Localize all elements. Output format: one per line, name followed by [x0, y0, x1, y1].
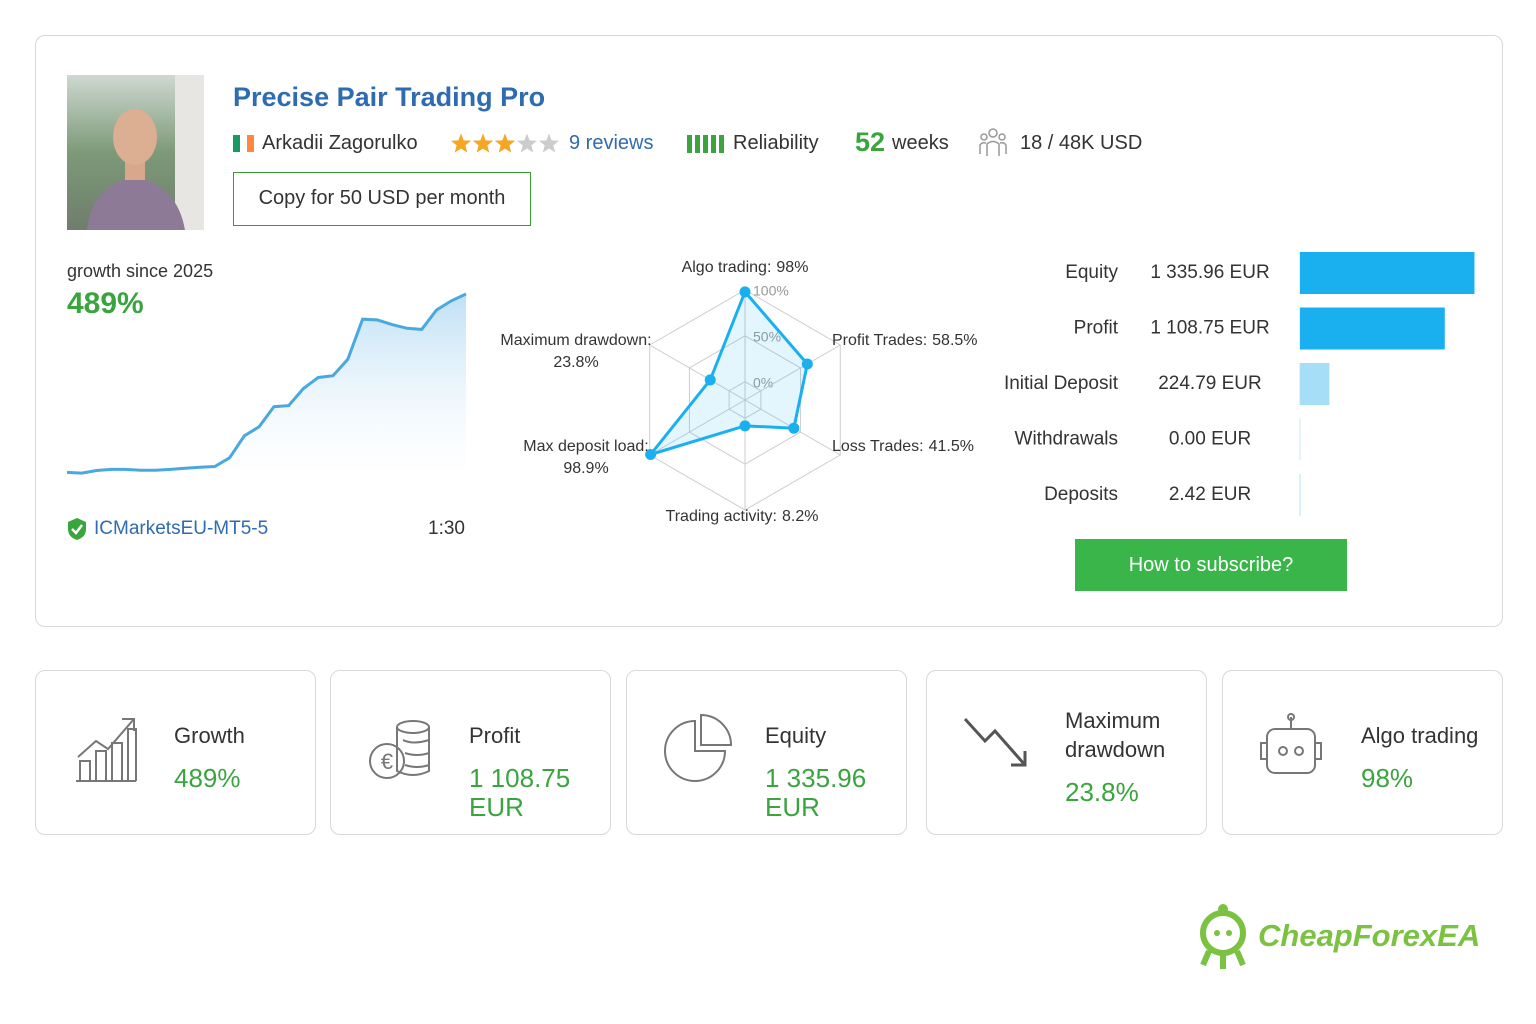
radar-value-label: 8.2% [782, 508, 818, 525]
radar-point [788, 422, 800, 434]
stat-card: Equity 1 335.96 EUR [626, 670, 907, 835]
balance-value: 2.42 EUR [1169, 484, 1251, 505]
avatar [67, 75, 204, 230]
balance-bar [1300, 363, 1330, 405]
stat-label: Equity 1 335.96 EUR [765, 721, 905, 822]
subscribers-text: 18 / 48K USD [1020, 132, 1143, 154]
stat-label: Maximum drawdown 23.8% [1065, 706, 1205, 807]
flag-icon [233, 135, 254, 152]
stat-icon: € [369, 720, 430, 779]
weeks-value: 52 [855, 127, 886, 157]
star-empty [539, 133, 559, 153]
radar-point [645, 448, 657, 460]
stat-label-text: Equity [765, 723, 827, 748]
radar-category: Loss Trades: [832, 438, 924, 455]
radar-spoke [649, 344, 746, 401]
radar-category: Algo trading: [682, 259, 772, 276]
stat-card: Growth 489% [35, 670, 316, 835]
radar-spoke [744, 344, 841, 401]
subscribe-button[interactable]: How to subscribe? [1075, 539, 1347, 591]
radar-label: Max deposit load: [523, 438, 648, 455]
radar-point [801, 358, 813, 370]
balance-label: Equity [1065, 262, 1118, 283]
stat-card: Maximum drawdown 23.8% [926, 670, 1207, 835]
stat-value: 489% [174, 763, 241, 793]
radar-label: Profit Trades: 58.5% [832, 332, 978, 349]
verified-icon [68, 518, 86, 540]
leverage: 1:30 [428, 518, 465, 539]
stat-value: 98% [1361, 763, 1414, 793]
stat-icon [1260, 713, 1322, 774]
balance-bar [1300, 307, 1445, 350]
reviews-link[interactable]: 9 reviews [569, 132, 654, 154]
radar-value-label: 58.5% [932, 332, 977, 349]
balance-label: Initial Deposit [1004, 373, 1119, 394]
balance-value: 0.00 EUR [1169, 429, 1251, 450]
radar-category: Trading activity: [666, 508, 777, 525]
balance-value: 1 335.96 EUR [1150, 262, 1269, 283]
radar-point [704, 374, 716, 386]
stat-icon [963, 717, 1027, 767]
radar-value-label: 98% [776, 259, 808, 276]
strategy-title: Precise Pair Trading Pro [233, 82, 546, 112]
star-filled [473, 133, 493, 153]
stat-icon [664, 713, 733, 782]
radar-area [646, 288, 809, 458]
svg-text:€: € [381, 749, 393, 774]
stat-card: € Profit 1 108.75 EUR [330, 670, 611, 835]
stat-label-text: Maximum drawdown [1065, 708, 1166, 762]
radar-value-label: 41.5% [929, 438, 974, 455]
radar-spoke [649, 399, 746, 456]
balance-value: 1 108.75 EUR [1150, 318, 1269, 339]
radar-value-label: 98.9% [563, 460, 608, 477]
main-card [35, 35, 1503, 627]
copy-button[interactable]: Copy for 50 USD per month [233, 172, 531, 226]
growth-value: 489% [67, 287, 144, 320]
radar-label: Trading activity: 8.2% [666, 508, 819, 525]
star-empty [517, 133, 537, 153]
stat-icon [76, 718, 137, 782]
growth-label: growth since 2025 [67, 261, 214, 281]
stat-card: Algo trading 98% [1222, 670, 1503, 835]
radar-category: Profit Trades: [832, 332, 927, 349]
stat-value: 1 335.96 EUR [765, 763, 867, 822]
balance-label: Profit [1074, 318, 1119, 339]
growth-area [67, 294, 466, 476]
radar-tick-label: 100% [753, 283, 789, 299]
radar-label: Loss Trades: 41.5% [832, 438, 974, 455]
stat-value: 23.8% [1065, 777, 1139, 807]
radar-label: Algo trading: 98% [682, 259, 809, 276]
star-filled [451, 133, 471, 153]
stat-value: 1 108.75 EUR [469, 763, 571, 822]
rating-stars [451, 133, 559, 153]
star-filled [495, 133, 515, 153]
broker-link[interactable]: ICMarketsEU-MT5-5 [94, 518, 269, 539]
reliability-label: Reliability [733, 132, 819, 154]
stat-label: Growth 489% [174, 721, 314, 793]
stat-label: Profit 1 108.75 EUR [469, 721, 609, 822]
radar-tick-label: 50% [753, 329, 781, 345]
subscribers-icon [979, 128, 1007, 156]
weeks-unit: weeks [892, 132, 949, 154]
reliability-icon [687, 135, 724, 153]
logo-mascot [1200, 904, 1246, 969]
balance-label: Withdrawals [1015, 429, 1118, 450]
balance-bar [1300, 252, 1475, 294]
balance-value: 224.79 EUR [1158, 373, 1262, 394]
radar-label: Maximum drawdown: [500, 332, 651, 349]
radar-point [739, 420, 751, 432]
growth-line [66, 292, 467, 475]
charts: 0%50%100%Algo trading: 98%Profit Trades: 5… [66, 252, 1475, 525]
radar-point [739, 286, 751, 298]
stat-label-text: Algo trading [1361, 723, 1479, 748]
radar-value-label: 23.8% [553, 354, 598, 371]
balance-label: Deposits [1044, 484, 1118, 505]
logo-text: CheapForexEA [1258, 918, 1481, 953]
stat-label: Algo trading 98% [1361, 721, 1501, 793]
stat-label-text: Profit [469, 723, 521, 748]
stat-label-text: Growth [174, 723, 245, 748]
author-name[interactable]: Arkadii Zagorulko [262, 132, 418, 154]
